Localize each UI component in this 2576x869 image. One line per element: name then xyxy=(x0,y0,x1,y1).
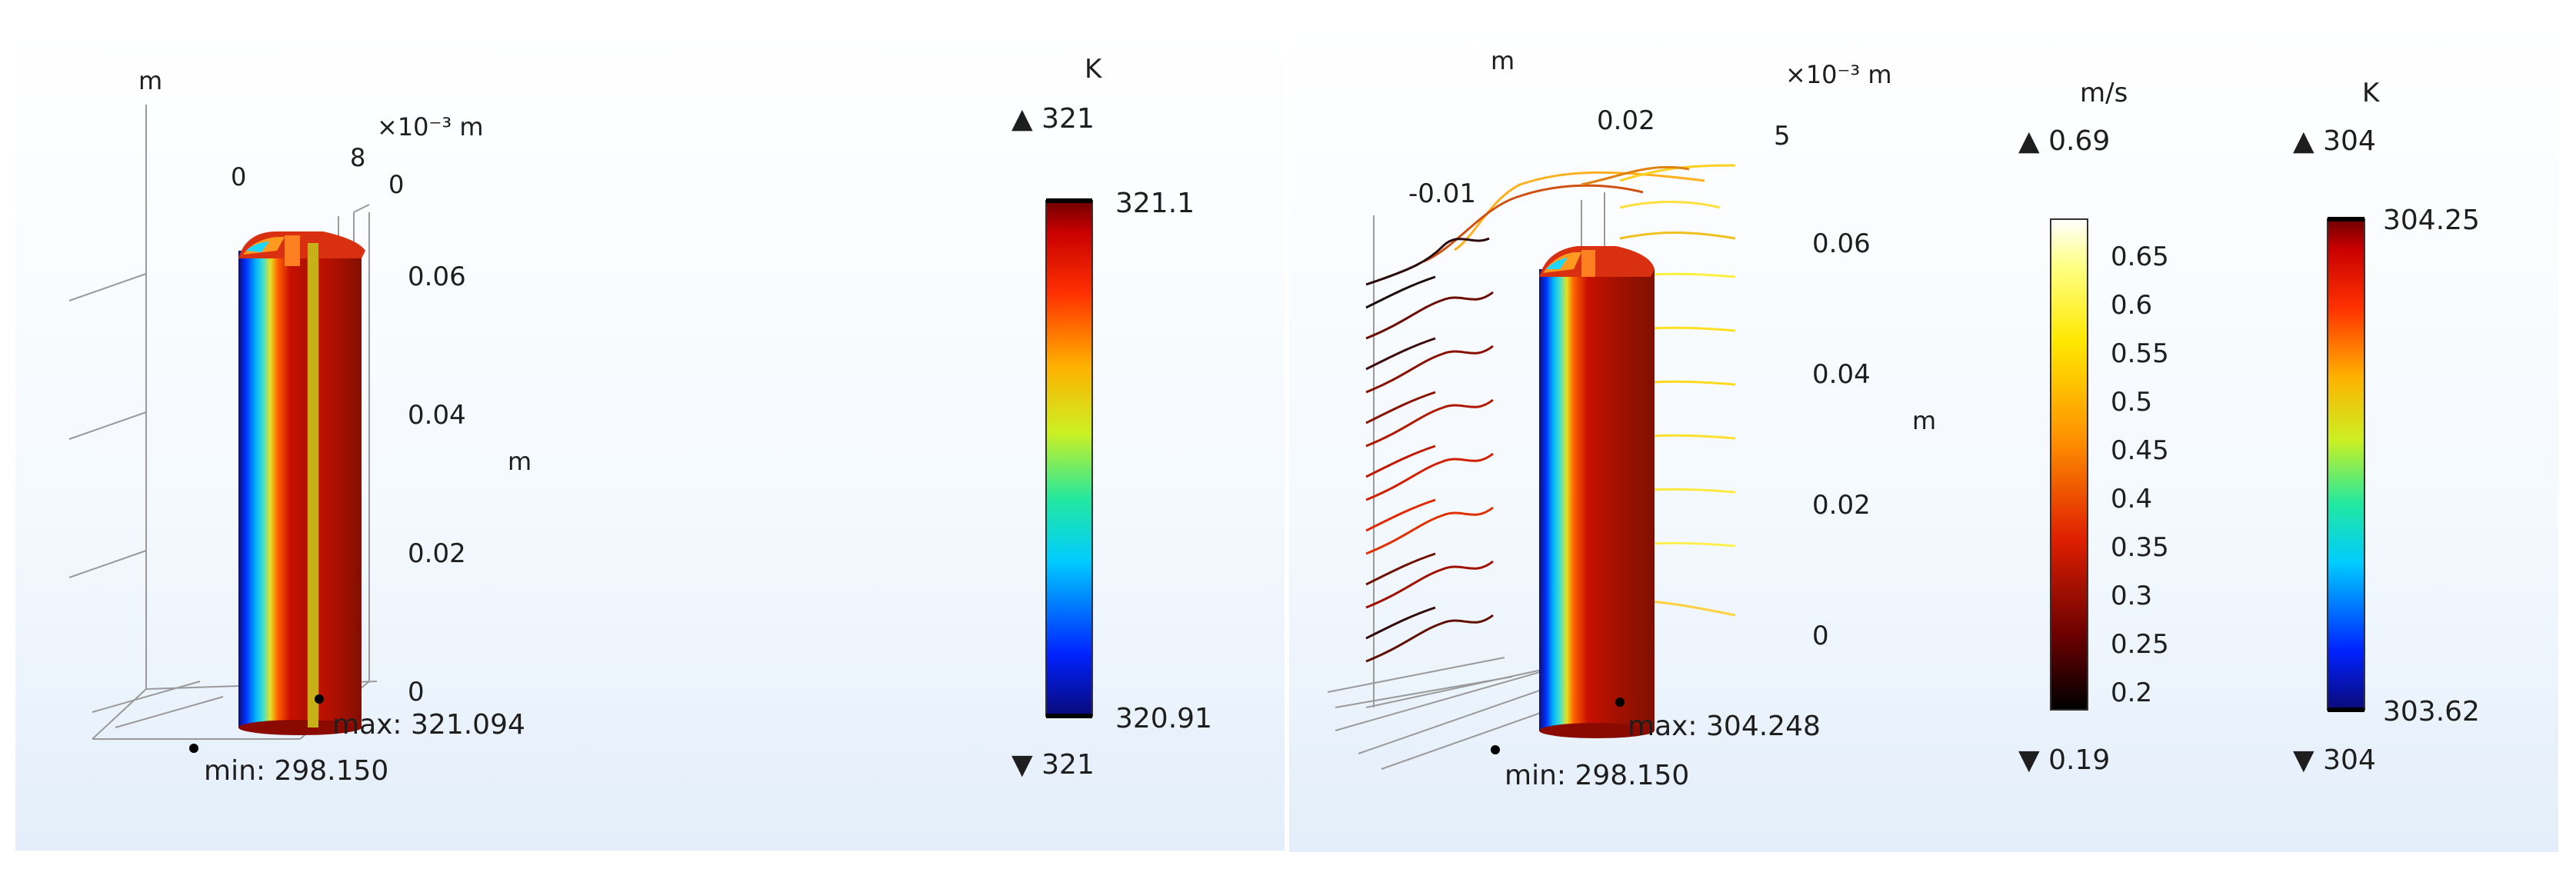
colorbar-top-value: 321.1 xyxy=(1115,188,1195,219)
z-tick-0: 0 xyxy=(1812,621,1829,651)
colorbar-bottom-arrow: ▼ 321 xyxy=(1011,749,1095,781)
temperature-colorbar-bottom-arrow: ▼ 304 xyxy=(2293,744,2376,776)
velocity-tick-0-3: 0.3 xyxy=(2111,581,2152,611)
x-tick-0-02: 0.02 xyxy=(1597,105,1655,136)
velocity-tick-0-6: 0.6 xyxy=(2111,290,2152,321)
velocity-colorbar-top-arrow: ▲ 0.69 xyxy=(2018,125,2110,157)
right-plot-panel: m ×10⁻³ m -0.01 0.02 5 0.06 0.04 0.02 0 … xyxy=(1289,15,2558,852)
unit-m-top-left: m xyxy=(138,66,162,95)
velocity-tick-0-65: 0.65 xyxy=(2111,241,2169,272)
battery-cylinder xyxy=(1539,246,1655,738)
temperature-colorbar-unit: K xyxy=(2362,78,2381,108)
z-unit-label: m xyxy=(1912,406,1936,435)
z-tick-0-02: 0.02 xyxy=(408,538,466,569)
velocity-tick-0-2: 0.2 xyxy=(2111,678,2152,708)
velocity-colorbar-bottom-arrow: ▼ 0.19 xyxy=(2018,744,2110,776)
battery-cylinder xyxy=(238,231,365,735)
max-marker xyxy=(1615,698,1625,707)
velocity-tick-0-25: 0.25 xyxy=(2111,629,2169,660)
velocity-colorbar-unit: m/s xyxy=(2080,78,2128,108)
min-label: min: 298.150 xyxy=(204,755,388,787)
x-exponent-label: ×10⁻³ m xyxy=(1785,60,1892,89)
temperature-colorbar-gradient xyxy=(2327,218,2365,711)
left-plot-panel: m ×10⁻³ m 0 8 0 0.06 0.04 0.02 0 m max: … xyxy=(15,20,1285,851)
velocity-colorbar: m/s ▲ 0.69 0.65 0.6 0.55 0.5 0.45 0.4 0.… xyxy=(2018,78,2169,776)
max-label: max: 304.248 xyxy=(1628,711,1821,742)
colorbar-gradient xyxy=(1045,200,1093,717)
min-marker xyxy=(1491,745,1500,754)
x-tick-neg-0-01: -0.01 xyxy=(1408,178,1476,209)
max-label: max: 321.094 xyxy=(332,709,525,741)
velocity-tick-0-45: 0.45 xyxy=(2111,435,2169,466)
x-tick-0: 0 xyxy=(231,162,246,191)
unit-m-top-left: m xyxy=(1491,46,1515,75)
z-unit-label: m xyxy=(508,447,532,476)
min-label: min: 298.150 xyxy=(1505,760,1689,791)
velocity-tick-0-4: 0.4 xyxy=(2111,484,2152,514)
temperature-colorbar: K ▲ 304 304.25 303.62 ▼ 304 xyxy=(2293,78,2480,776)
colorbar-top-arrow: ▲ 321 xyxy=(1011,103,1095,135)
temperature-colorbar: K ▲ 321 321.1 320.91 ▼ 321 xyxy=(1011,54,1212,781)
z-tick-0-04: 0.04 xyxy=(1812,359,1871,390)
z-tick-0-06: 0.06 xyxy=(1812,228,1871,259)
velocity-tick-0-55: 0.55 xyxy=(2111,338,2169,369)
colorbar-unit: K xyxy=(1085,54,1103,85)
x-exponent-label: ×10⁻³ m xyxy=(377,112,484,142)
left-plot-svg: m ×10⁻³ m 0 8 0 0.06 0.04 0.02 0 m max: … xyxy=(68,54,1212,787)
z-tick-0: 0 xyxy=(408,677,425,708)
temperature-colorbar-top-value: 304.25 xyxy=(2383,205,2480,236)
z-tick-0-02: 0.02 xyxy=(1812,490,1871,521)
temperature-colorbar-top-arrow: ▲ 304 xyxy=(2293,125,2376,157)
temperature-colorbar-bottom-value: 303.62 xyxy=(2383,696,2480,727)
depth-tick: 0 xyxy=(388,170,404,199)
right-plot-svg: m ×10⁻³ m -0.01 0.02 5 0.06 0.04 0.02 0 … xyxy=(1327,46,2480,791)
z-tick-0-04: 0.04 xyxy=(408,400,466,431)
x-tick-8: 8 xyxy=(350,143,365,172)
max-marker xyxy=(315,694,324,704)
velocity-tick-0-35: 0.35 xyxy=(2111,532,2169,563)
z-tick-0-06: 0.06 xyxy=(408,261,466,292)
velocity-colorbar-gradient xyxy=(2050,218,2088,711)
colorbar-bottom-value: 320.91 xyxy=(1115,703,1212,734)
min-marker xyxy=(189,744,198,753)
velocity-tick-0-5: 0.5 xyxy=(2111,387,2152,418)
x-tick-5: 5 xyxy=(1774,121,1791,151)
